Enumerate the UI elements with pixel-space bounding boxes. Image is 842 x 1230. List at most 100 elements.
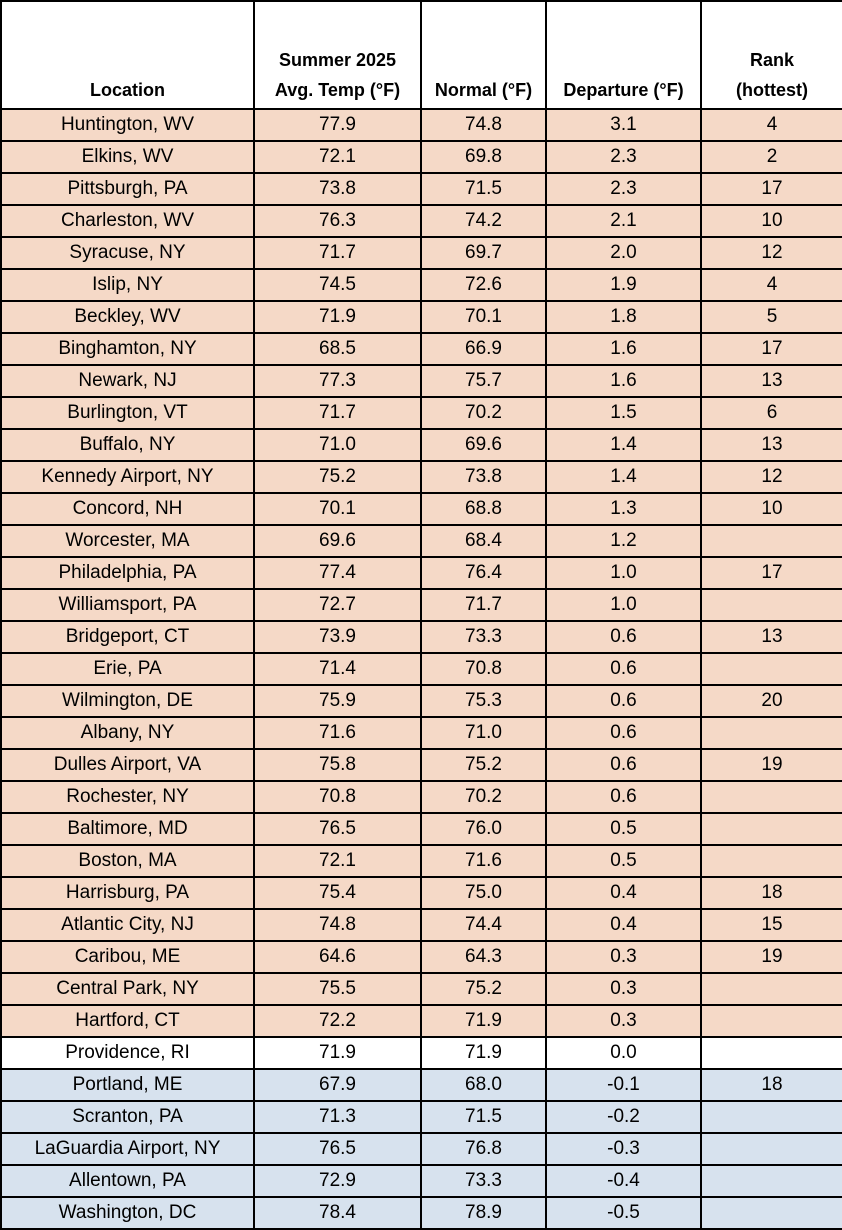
avg-temp-cell: 71.7 (253, 236, 422, 270)
location-cell: Islip, NY (0, 268, 255, 302)
normal-cell: 72.6 (420, 268, 547, 302)
table-row: Allentown, PA 72.9 73.3 -0.4 (0, 1164, 842, 1198)
departure-cell: 1.3 (545, 492, 702, 526)
rank-cell (700, 1100, 842, 1134)
avg-temp-cell: 78.4 (253, 1196, 422, 1230)
avg-temp-cell: 71.9 (253, 300, 422, 334)
header-avg-temp: Summer 2025 Avg. Temp (°F) (253, 0, 422, 110)
departure-cell: 2.1 (545, 204, 702, 238)
avg-temp-cell: 75.8 (253, 748, 422, 782)
avg-temp-cell: 67.9 (253, 1068, 422, 1102)
avg-temp-cell: 71.7 (253, 396, 422, 430)
rank-cell: 17 (700, 332, 842, 366)
normal-cell: 69.7 (420, 236, 547, 270)
table-row: Binghamton, NY 68.5 66.9 1.6 17 (0, 332, 842, 366)
table-row: Newark, NJ 77.3 75.7 1.6 13 (0, 364, 842, 398)
rank-cell: 13 (700, 364, 842, 398)
location-cell: Harrisburg, PA (0, 876, 255, 910)
rank-cell: 19 (700, 940, 842, 974)
departure-cell: 0.6 (545, 620, 702, 654)
avg-temp-cell: 76.5 (253, 1132, 422, 1166)
avg-temp-cell: 72.1 (253, 844, 422, 878)
avg-temp-cell: 68.5 (253, 332, 422, 366)
departure-cell: -0.4 (545, 1164, 702, 1198)
rank-cell: 18 (700, 876, 842, 910)
location-cell: Wilmington, DE (0, 684, 255, 718)
normal-cell: 75.3 (420, 684, 547, 718)
avg-temp-cell: 71.3 (253, 1100, 422, 1134)
table-row: Portland, ME 67.9 68.0 -0.1 18 (0, 1068, 842, 1102)
avg-temp-cell: 75.2 (253, 460, 422, 494)
departure-cell: 1.4 (545, 460, 702, 494)
avg-temp-cell: 75.9 (253, 684, 422, 718)
location-cell: Binghamton, NY (0, 332, 255, 366)
location-cell: Syracuse, NY (0, 236, 255, 270)
normal-cell: 71.5 (420, 1100, 547, 1134)
normal-cell: 68.4 (420, 524, 547, 558)
normal-cell: 74.4 (420, 908, 547, 942)
avg-temp-cell: 69.6 (253, 524, 422, 558)
departure-cell: 2.3 (545, 140, 702, 174)
table-row: Baltimore, MD 76.5 76.0 0.5 (0, 812, 842, 846)
table-row: Erie, PA 71.4 70.8 0.6 (0, 652, 842, 686)
normal-cell: 70.2 (420, 780, 547, 814)
location-cell: Huntington, WV (0, 108, 255, 142)
avg-temp-cell: 72.1 (253, 140, 422, 174)
location-cell: Philadelphia, PA (0, 556, 255, 590)
table-row: Concord, NH 70.1 68.8 1.3 10 (0, 492, 842, 526)
departure-cell: -0.2 (545, 1100, 702, 1134)
departure-cell: 3.1 (545, 108, 702, 142)
avg-temp-cell: 75.5 (253, 972, 422, 1006)
normal-cell: 71.7 (420, 588, 547, 622)
avg-temp-cell: 74.5 (253, 268, 422, 302)
avg-temp-cell: 74.8 (253, 908, 422, 942)
location-cell: Pittsburgh, PA (0, 172, 255, 206)
normal-cell: 75.2 (420, 972, 547, 1006)
location-cell: Dulles Airport, VA (0, 748, 255, 782)
location-cell: Elkins, WV (0, 140, 255, 174)
normal-cell: 70.8 (420, 652, 547, 686)
table-row: Charleston, WV 76.3 74.2 2.1 10 (0, 204, 842, 238)
rank-cell (700, 972, 842, 1006)
header-departure: Departure (°F) (545, 0, 702, 110)
table-row: Atlantic City, NJ 74.8 74.4 0.4 15 (0, 908, 842, 942)
avg-temp-cell: 73.9 (253, 620, 422, 654)
table-row: Williamsport, PA 72.7 71.7 1.0 (0, 588, 842, 622)
location-cell: Williamsport, PA (0, 588, 255, 622)
rank-cell: 12 (700, 460, 842, 494)
departure-cell: 1.5 (545, 396, 702, 430)
location-cell: Burlington, VT (0, 396, 255, 430)
normal-cell: 75.2 (420, 748, 547, 782)
location-cell: Central Park, NY (0, 972, 255, 1006)
table-row: Worcester, MA 69.6 68.4 1.2 (0, 524, 842, 558)
departure-cell: 0.4 (545, 876, 702, 910)
departure-cell: 0.6 (545, 684, 702, 718)
avg-temp-cell: 71.6 (253, 716, 422, 750)
header-row: Location Summer 2025 Avg. Temp (°F) Normal… (0, 0, 842, 110)
departure-cell: 0.0 (545, 1036, 702, 1070)
table-row: Pittsburgh, PA 73.8 71.5 2.3 17 (0, 172, 842, 206)
normal-cell: 69.6 (420, 428, 547, 462)
rank-cell (700, 1132, 842, 1166)
departure-cell: 2.0 (545, 236, 702, 270)
table-row: Philadelphia, PA 77.4 76.4 1.0 17 (0, 556, 842, 590)
table-row: Kennedy Airport, NY 75.2 73.8 1.4 12 (0, 460, 842, 494)
location-cell: Portland, ME (0, 1068, 255, 1102)
rank-cell: 19 (700, 748, 842, 782)
location-cell: Providence, RI (0, 1036, 255, 1070)
departure-cell: 1.8 (545, 300, 702, 334)
table-row: Syracuse, NY 71.7 69.7 2.0 12 (0, 236, 842, 270)
departure-cell: -0.5 (545, 1196, 702, 1230)
location-cell: Scranton, PA (0, 1100, 255, 1134)
location-cell: Atlantic City, NJ (0, 908, 255, 942)
normal-cell: 71.0 (420, 716, 547, 750)
rank-cell (700, 1164, 842, 1198)
header-normal: Normal (°F) (420, 0, 547, 110)
departure-cell: 1.2 (545, 524, 702, 558)
normal-cell: 74.2 (420, 204, 547, 238)
normal-cell: 73.8 (420, 460, 547, 494)
normal-cell: 70.1 (420, 300, 547, 334)
table-row: Albany, NY 71.6 71.0 0.6 (0, 716, 842, 750)
location-cell: Erie, PA (0, 652, 255, 686)
